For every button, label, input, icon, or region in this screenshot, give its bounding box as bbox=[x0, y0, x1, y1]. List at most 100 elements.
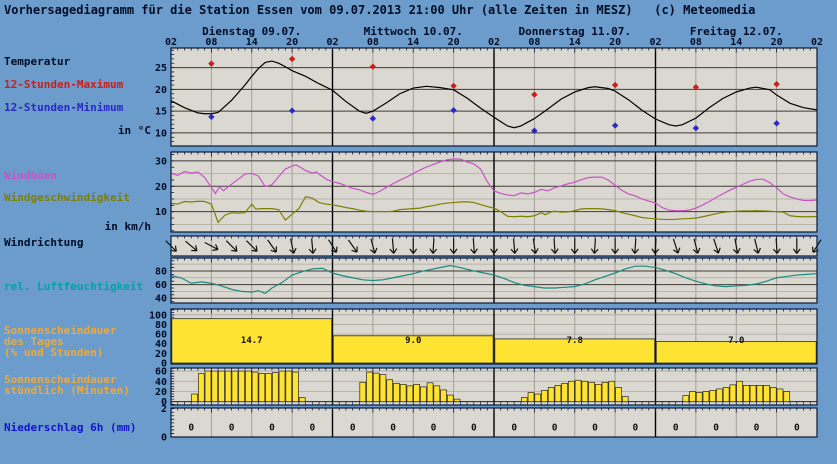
sunshine-hourly-bar bbox=[729, 384, 737, 403]
sunshine-hourly-bar bbox=[716, 388, 723, 403]
day-label: Freitag 12.07. bbox=[690, 25, 783, 38]
precip-value: 0 bbox=[754, 423, 760, 434]
precip-value: 0 bbox=[632, 423, 638, 434]
sunshine-daily-bar bbox=[655, 341, 817, 364]
sunshine-hourly-bar bbox=[204, 370, 212, 403]
precip-value: 0 bbox=[673, 423, 679, 434]
wind-arrow bbox=[267, 239, 277, 253]
precipitation-grid-day bbox=[331, 408, 657, 437]
wind-arrow bbox=[590, 238, 599, 254]
sunshine-hourly-bar bbox=[769, 387, 777, 403]
sunshine-hourly-bar bbox=[197, 373, 205, 403]
diagram-title: Vorhersagediagramm für die Station Essen… bbox=[4, 3, 756, 17]
sunshine_daily-ytick-label: 40 bbox=[155, 339, 167, 350]
hour-tick-label: 14 bbox=[569, 37, 581, 48]
hour-tick-label: 20 bbox=[609, 37, 621, 48]
sunshine-hourly-bar bbox=[776, 388, 784, 403]
sunshine_hourly-frame bbox=[170, 367, 818, 406]
sunshine-hourly-bar bbox=[413, 383, 420, 403]
sunshine-hourly-bar bbox=[265, 373, 272, 403]
sunshine-hourly-bar bbox=[446, 394, 454, 403]
sunshine-hourly-bar bbox=[709, 390, 717, 403]
sunshine_daily-ytick-label: 0 bbox=[161, 359, 167, 370]
sunshine_hourly-ytick-label: 40 bbox=[155, 377, 167, 388]
wind-left-ticks bbox=[171, 154, 175, 232]
sunshine-daily-value: 7.0 bbox=[728, 336, 744, 346]
precip-value: 0 bbox=[713, 423, 719, 434]
humidity-grid-day bbox=[331, 258, 657, 303]
hour-tick-label: 02 bbox=[488, 37, 500, 48]
wind-arrow bbox=[308, 238, 317, 254]
wind-arrow bbox=[328, 239, 338, 253]
sunshine-hourly-bar bbox=[621, 396, 629, 403]
sunshine_hourly-grid-6h bbox=[210, 368, 778, 405]
temperature-marker bbox=[611, 122, 619, 129]
wind_direction-frame bbox=[170, 235, 818, 257]
humidity-curve bbox=[170, 264, 818, 295]
sunshine-hourly-bar bbox=[433, 385, 441, 403]
sunshine-hourly-bar bbox=[743, 385, 750, 403]
sunshine_hourly-ytick-label: 20 bbox=[155, 387, 167, 398]
sunshine-daily-bar bbox=[171, 318, 333, 364]
precipitation-frame bbox=[170, 407, 818, 438]
day-label: Dienstag 09.07. bbox=[202, 25, 301, 38]
hour-tick-label: 02 bbox=[649, 37, 661, 48]
humidity-ytick-label: 40 bbox=[155, 294, 167, 305]
temperature-marker bbox=[773, 120, 780, 127]
temperature-ytick-label: 25 bbox=[155, 63, 167, 74]
precip-value: 0 bbox=[269, 423, 275, 434]
wind-arrow bbox=[732, 238, 741, 254]
sunshine-daily-label-1: Sonnenscheindauer bbox=[4, 324, 117, 337]
precip-value: 0 bbox=[229, 423, 235, 434]
temperature-marker bbox=[773, 80, 780, 88]
wind-arrow bbox=[470, 238, 478, 254]
wind-ytick-label: 20 bbox=[155, 182, 167, 193]
sunshine-hourly-bar bbox=[588, 381, 595, 403]
temperature-marker bbox=[288, 107, 296, 114]
hour-tick-label: 02 bbox=[811, 37, 823, 48]
sunshine-hourly-bar bbox=[191, 393, 198, 403]
sunshine-daily-value: 9.0 bbox=[405, 336, 421, 346]
hour-tick-label: 08 bbox=[205, 37, 217, 48]
wind-arrow bbox=[429, 238, 438, 254]
sunshine-hourly-bar bbox=[399, 383, 407, 403]
wind-arrow bbox=[510, 238, 519, 254]
precip-value: 0 bbox=[188, 423, 194, 434]
sunshine-hourly-label-1: Sonnenscheindauer bbox=[4, 373, 117, 386]
wind-gusts-label: Windböen bbox=[4, 169, 57, 182]
humidity-grid-6h bbox=[210, 258, 778, 303]
precip-value: 0 bbox=[309, 423, 315, 434]
sunshine_daily-frame bbox=[170, 308, 818, 365]
sunshine_daily-ytick-label: 60 bbox=[155, 330, 167, 341]
wind-arrow bbox=[530, 238, 539, 254]
temperature-marker bbox=[208, 60, 215, 67]
wind-ytick-label: 10 bbox=[155, 207, 167, 218]
sunshine-hourly-bar bbox=[568, 380, 575, 403]
hour-tick-label: 02 bbox=[326, 37, 338, 48]
sunshine-hourly-bar bbox=[406, 385, 414, 403]
hour-tick-label: 14 bbox=[407, 37, 419, 48]
hour-tick-label: 08 bbox=[367, 37, 379, 48]
wind-arrow bbox=[672, 238, 681, 254]
temperature-marker bbox=[450, 82, 457, 90]
wind-arrow bbox=[225, 240, 238, 252]
sunshine-hourly-bar bbox=[372, 372, 380, 403]
sunshine-hourly-bar bbox=[211, 370, 219, 403]
sunshine-hourly-bar bbox=[561, 382, 568, 403]
humidity-frame bbox=[170, 257, 818, 304]
sunshine-hourly-bar bbox=[386, 379, 394, 403]
wind-direction-label: Windrichtung bbox=[4, 236, 84, 249]
wind-arrow bbox=[289, 238, 297, 254]
sunshine-hourly-bar bbox=[231, 370, 239, 403]
sunshine-hourly-bar bbox=[359, 381, 367, 403]
sunshine-hourly-bar bbox=[292, 371, 299, 403]
sunshine-hourly-bar bbox=[534, 393, 542, 403]
sunshine_daily-grid-day bbox=[331, 309, 657, 364]
wind-arrow bbox=[753, 238, 761, 254]
temperature-marker bbox=[288, 55, 296, 63]
sunshine-hourly-bar bbox=[393, 382, 400, 403]
precip-value: 0 bbox=[511, 423, 517, 434]
sunshine-hourly-bar bbox=[258, 373, 266, 403]
